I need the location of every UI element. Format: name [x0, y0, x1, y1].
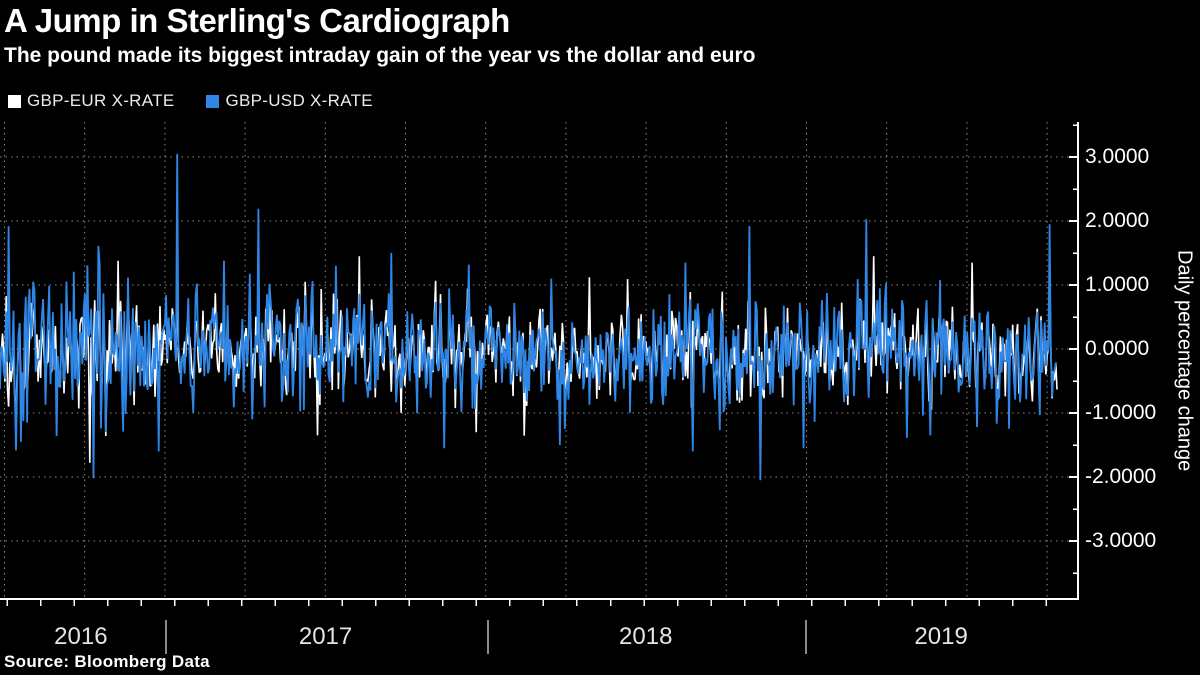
year-separator	[487, 620, 490, 654]
legend-item-gbp-usd: GBP-USD X-RATE	[206, 91, 373, 111]
year-separator	[805, 620, 808, 654]
legend-label-gbp-eur: GBP-EUR X-RATE	[27, 91, 175, 110]
x-axis-year-label: 2016	[54, 623, 108, 650]
y-axis-title-wrap: Daily percentage change	[1168, 122, 1200, 599]
y-axis-tick-label: 1.0000	[1085, 273, 1150, 296]
y-axis-tick-label: -1.0000	[1085, 401, 1157, 424]
source-attribution: Source: Bloomberg Data	[4, 652, 210, 671]
x-axis-year-label: 2018	[619, 623, 673, 650]
gbp-usd-line	[0, 153, 1058, 481]
legend-item-gbp-eur: GBP-EUR X-RATE	[8, 91, 174, 111]
gbp-eur-swatch-icon	[8, 94, 21, 108]
legend: GBP-EUR X-RATE GBP-USD X-RATE	[8, 91, 373, 111]
gbp-usd-swatch-icon	[206, 94, 220, 108]
legend-label-gbp-usd: GBP-USD X-RATE	[225, 91, 373, 110]
y-axis-tick-label: 2.0000	[1085, 209, 1150, 232]
x-axis-year-label: 2017	[298, 623, 353, 650]
y-axis-tick-label: -3.0000	[1085, 529, 1157, 552]
y-axis-title: Daily percentage change	[1173, 249, 1196, 472]
y-axis-tick-label: 3.0000	[1085, 145, 1150, 168]
x-axis-year-label: 2019	[914, 623, 968, 650]
year-separator	[164, 620, 167, 654]
page-title: A Jump in Sterling's Cardiograph	[4, 2, 510, 39]
y-axis-tick-label: 0.0000	[1085, 337, 1150, 360]
y-axis-tick-label: -2.0000	[1085, 465, 1157, 488]
page-subtitle: The pound made its biggest intraday gain…	[4, 44, 756, 67]
